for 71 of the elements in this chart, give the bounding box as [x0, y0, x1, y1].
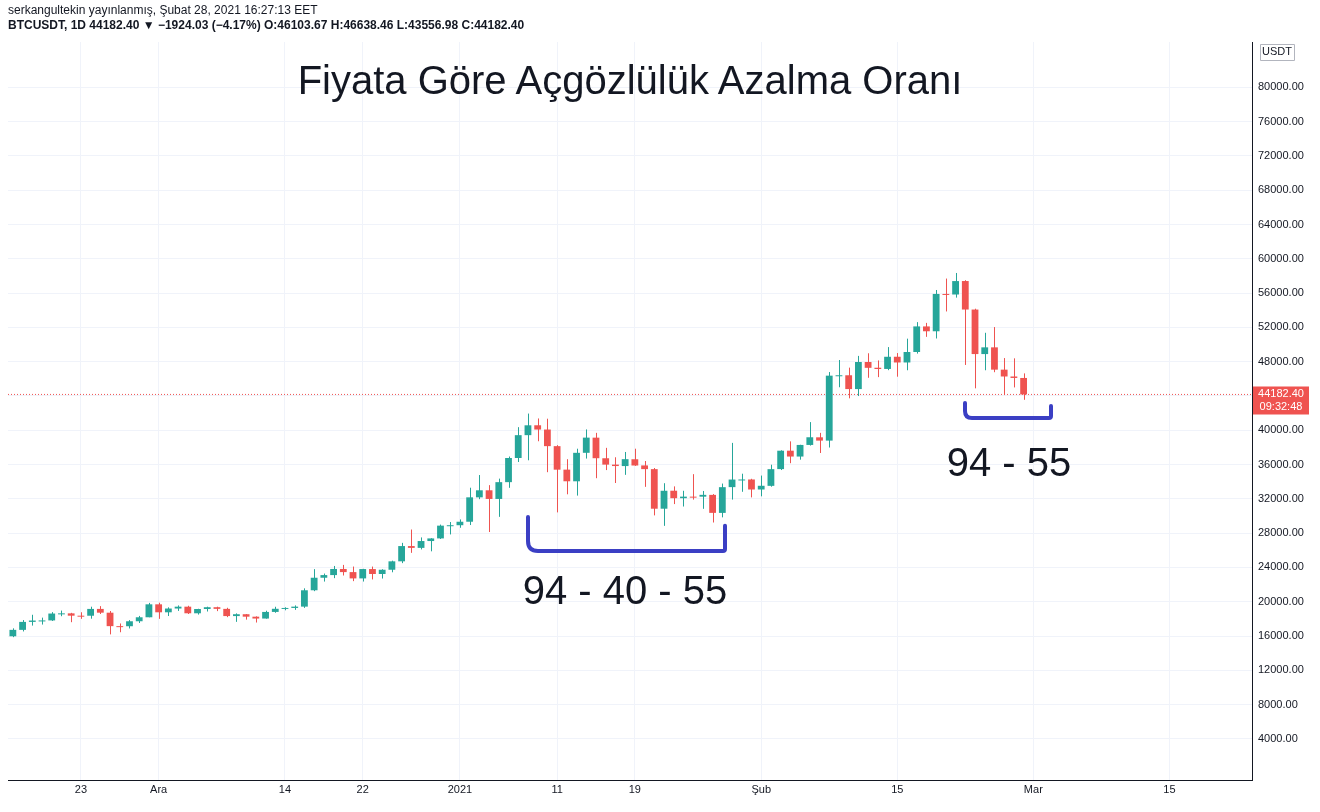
- candlestick: [495, 478, 503, 518]
- annotation: 94 - 40 - 55: [522, 567, 728, 613]
- y-tick-label: 32000.00: [1258, 491, 1304, 504]
- candlestick: [563, 458, 571, 495]
- y-tick-label: 8000.00: [1258, 697, 1298, 710]
- candlestick: [543, 418, 551, 473]
- y-tick-label: 4000.00: [1258, 731, 1298, 744]
- x-tick-label: 22: [356, 782, 369, 795]
- text: 09:32:48: [1259, 400, 1303, 413]
- candlestick: [407, 529, 415, 554]
- y-tick-label: 28000.00: [1258, 526, 1304, 539]
- x-tick-label: 11: [551, 782, 563, 795]
- y-tick-label: 36000.00: [1258, 457, 1304, 470]
- candlestick: [689, 473, 697, 501]
- candlestick: [816, 432, 823, 454]
- candlestick: [621, 451, 629, 476]
- y-tick-label: 80000.00: [1258, 80, 1304, 93]
- candlestick: [806, 421, 814, 447]
- candlestick: [709, 493, 717, 524]
- candlestick: [952, 272, 959, 299]
- y-tick-label: 16000.00: [1258, 629, 1304, 642]
- x-tick-label: 23: [74, 782, 88, 795]
- candlestick: [398, 542, 406, 564]
- candlestick: [777, 449, 785, 471]
- y-tick-label: 56000.00: [1258, 286, 1304, 299]
- x-tick-label: 19: [628, 782, 641, 795]
- y-tick-label: 72000.00: [1258, 149, 1304, 162]
- candlestick: [991, 326, 998, 373]
- candlestick: [475, 474, 483, 500]
- y-tick-label: 64000.00: [1258, 217, 1304, 230]
- y-tick-label: 60000.00: [1258, 251, 1304, 264]
- x-tick-label: Mar: [1023, 782, 1044, 795]
- y-tick-label: 12000.00: [1258, 663, 1304, 676]
- candlestick: [893, 352, 901, 378]
- candlestick: [1010, 357, 1018, 388]
- candlestick: [786, 440, 794, 464]
- candlestick: [524, 413, 532, 461]
- candlestick: [738, 473, 746, 493]
- y-tick-label: 48000.00: [1258, 354, 1304, 367]
- candlestick: [485, 484, 493, 533]
- y-tick-label: 76000.00: [1258, 114, 1304, 127]
- candlestick: [641, 460, 648, 488]
- y-tick-label: 24000.00: [1258, 560, 1304, 573]
- x-tick-label: 15: [891, 782, 904, 795]
- candlestick: [446, 521, 454, 535]
- text: serkangultekin yayınlanmış, Şubat 28, 2021 16:27:13 EET: [8, 3, 318, 17]
- candlestick: [981, 332, 989, 371]
- x-tick-label: Ara: [150, 782, 169, 795]
- y-tick-label: 52000.00: [1258, 320, 1304, 333]
- annotation: 94 - 55: [946, 439, 1072, 485]
- candlestick: [553, 444, 561, 513]
- candlestick: [514, 426, 522, 463]
- candlestick: [602, 447, 610, 471]
- candlestick: [582, 428, 590, 460]
- x-tick-label: 14: [278, 782, 292, 795]
- ref-line-label: 44182.40: [1258, 387, 1304, 400]
- text: USDT: [1262, 45, 1293, 58]
- y-tick-label: 20000.00: [1258, 594, 1304, 607]
- text: BTCUSDT, 1D 44182.40 ▼ −1924.03 (−4.17%) O:46103.67 H:46638.46 L:43556.98 C:44182.40: [8, 18, 525, 32]
- candlestick: [942, 278, 950, 312]
- candlestick: [310, 568, 318, 592]
- x-tick-label: 2021: [447, 782, 473, 795]
- candlestick: [301, 587, 308, 609]
- chart-title: Fiyata Göre Açgözlülük Azalma Oranı: [297, 58, 963, 103]
- x-tick-label: 15: [1163, 782, 1176, 795]
- y-tick-label: 40000.00: [1258, 423, 1304, 436]
- y-tick-label: 68000.00: [1258, 183, 1304, 196]
- candlestick: [534, 417, 542, 442]
- candlestick: [864, 352, 872, 379]
- candlestick: [884, 346, 891, 371]
- x-tick-label: Şub: [751, 782, 771, 795]
